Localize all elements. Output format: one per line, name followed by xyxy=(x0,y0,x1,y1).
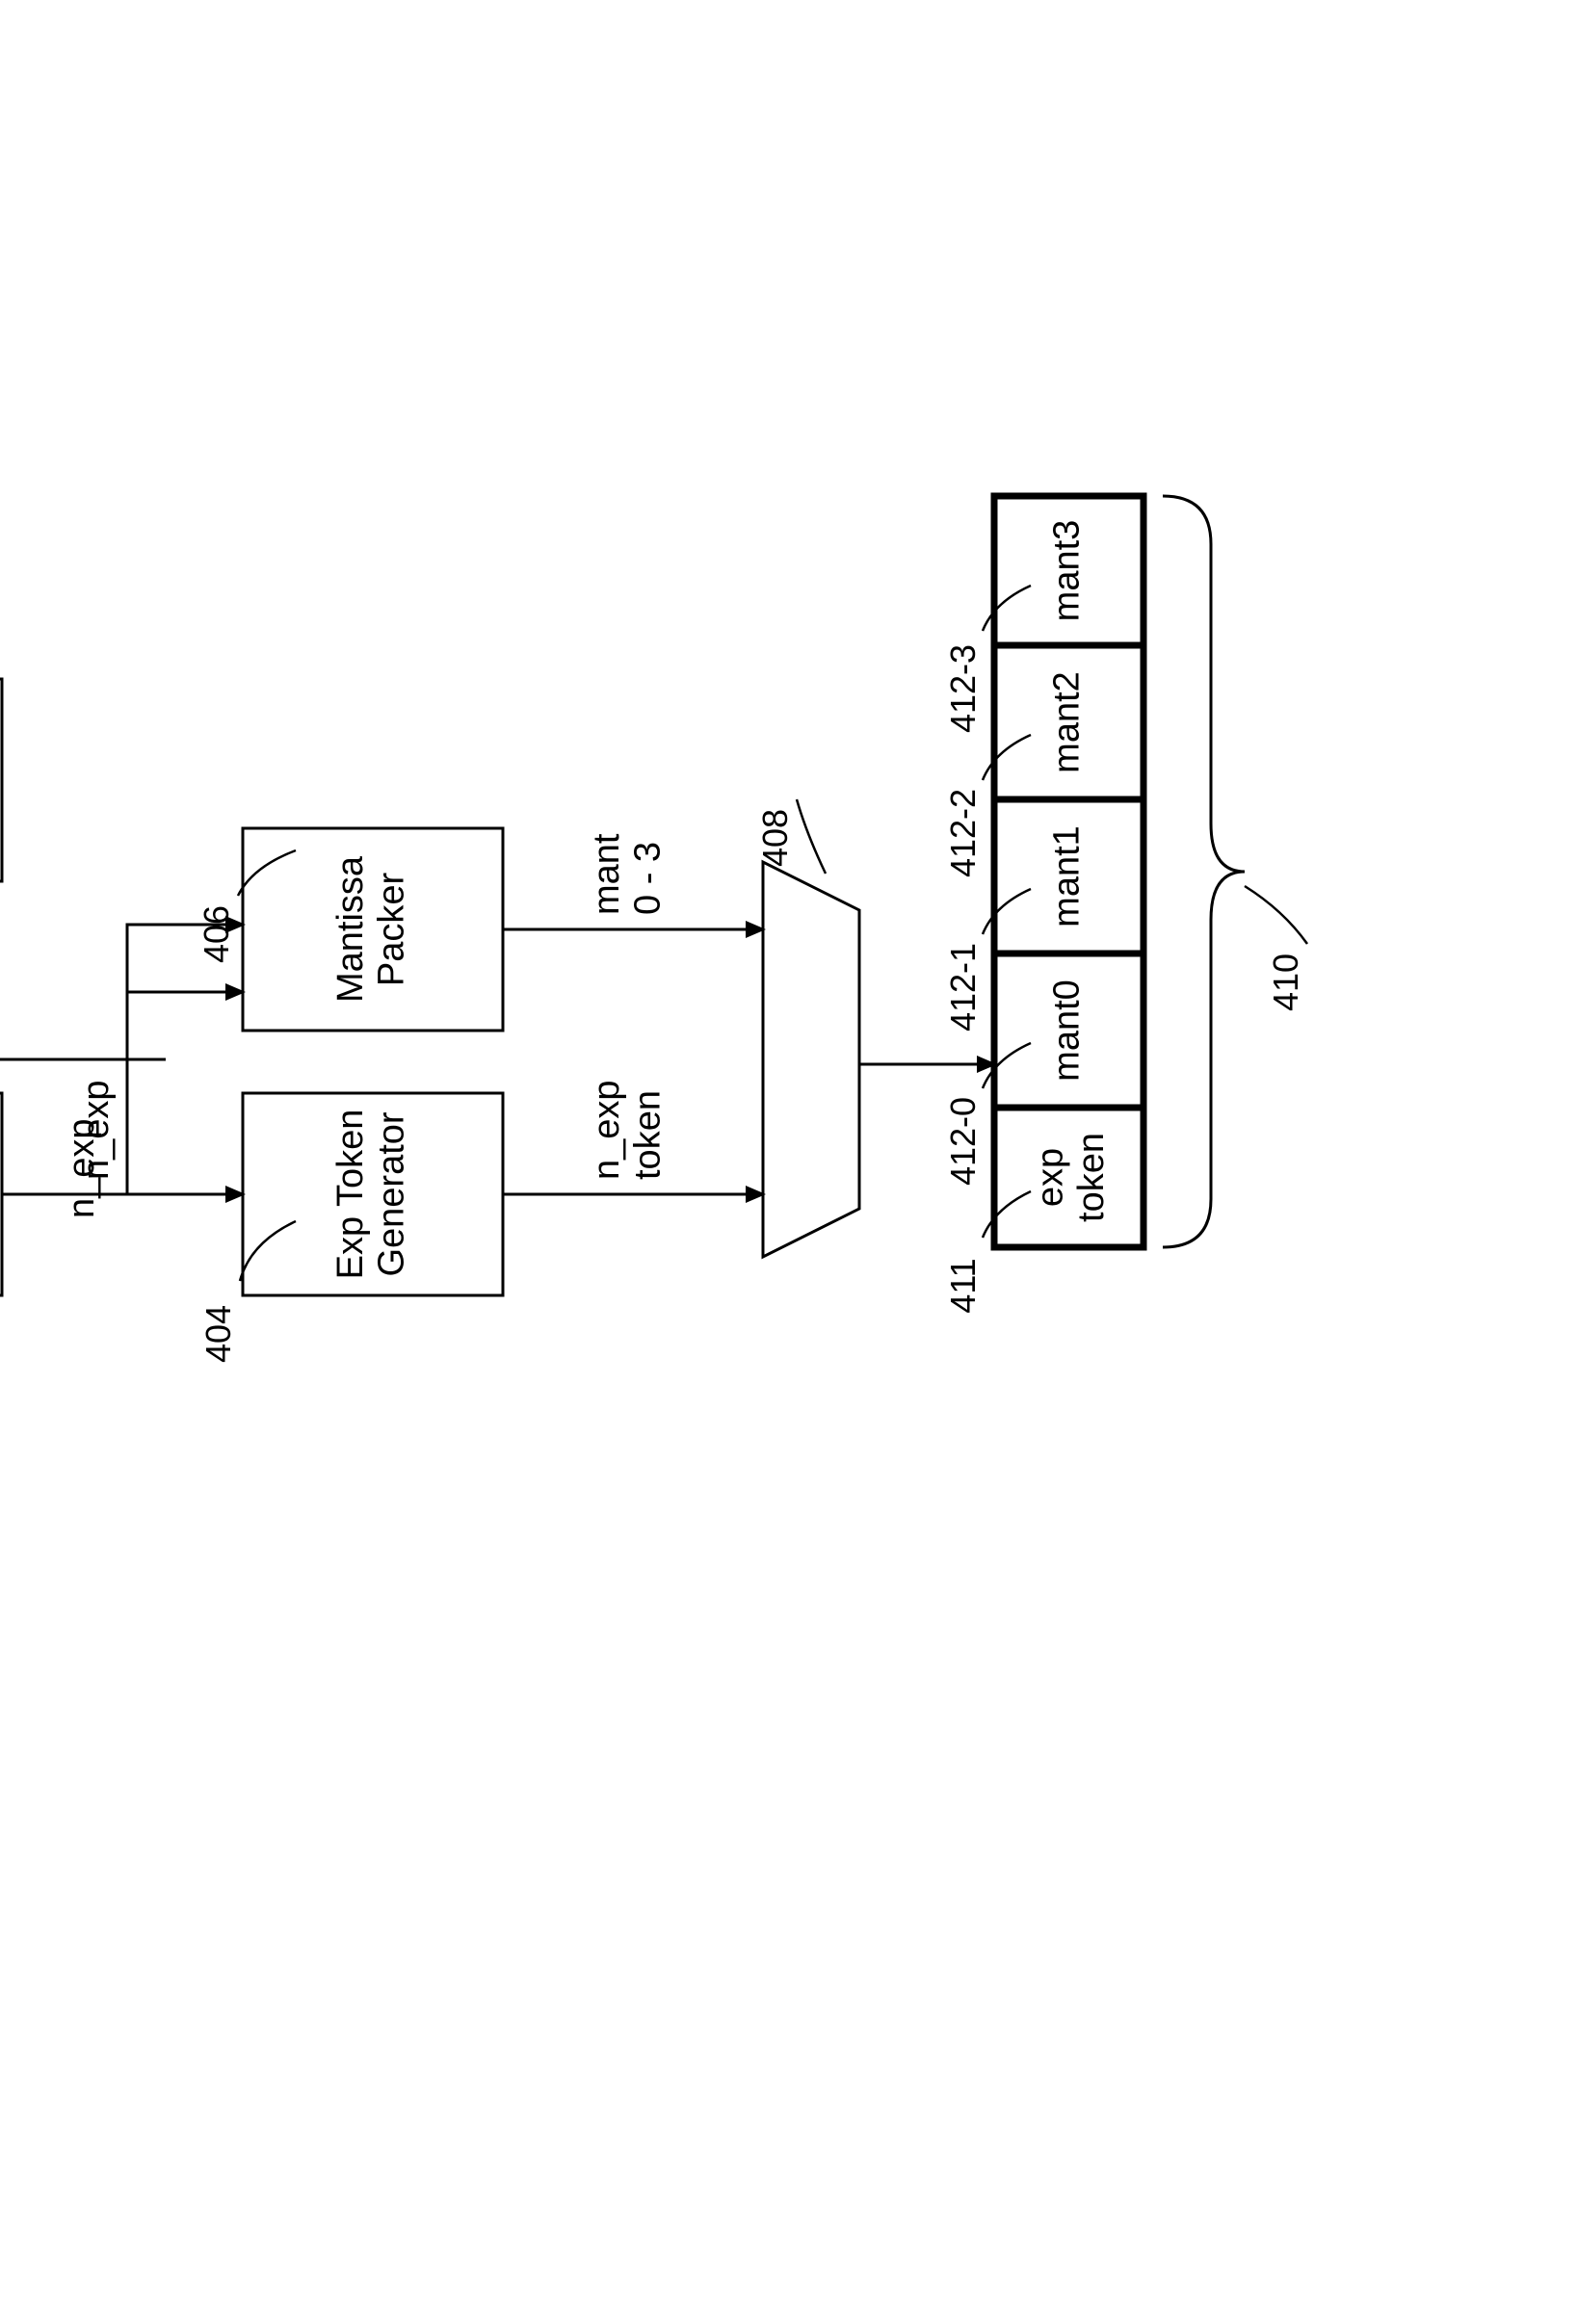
cell-ref-412-2: 412-2 xyxy=(943,789,983,877)
nexp-token-label: n_exptoken xyxy=(587,1080,669,1180)
ref-lead xyxy=(797,799,826,874)
ref-lead xyxy=(1245,886,1307,944)
exponent_calculator-box xyxy=(0,1093,2,1295)
mux-ref: 408 xyxy=(755,809,795,867)
exp_token_generator-label: Exp TokenGenerator xyxy=(330,1110,412,1280)
cell-ref-412-1: 412-1 xyxy=(943,943,983,1031)
output-cell-2-label: mant1 xyxy=(1047,825,1088,927)
exp_token_generator-ref: 404 xyxy=(198,1305,238,1363)
nexp-label: n_exp xyxy=(76,1080,117,1180)
output-brace xyxy=(1163,496,1245,1247)
mux-trapezoid xyxy=(763,862,859,1257)
output-cell-1-label: mant0 xyxy=(1047,979,1088,1082)
output-cell-4-label: mant3 xyxy=(1047,520,1088,622)
mantissa_packer-ref: 406 xyxy=(197,905,236,963)
mantissa_packer-label: MantissaPacker xyxy=(330,855,412,1003)
block_generator-box xyxy=(0,679,2,881)
cell-ref-412-3: 412-3 xyxy=(943,644,983,733)
mant03-label: mant0 - 3 xyxy=(587,833,669,915)
cell-ref-411: 411 xyxy=(943,1258,983,1313)
output-cell-3-label: mant2 xyxy=(1047,671,1088,773)
cell-ref-412-0: 412-0 xyxy=(943,1097,983,1186)
output-ref: 410 xyxy=(1266,953,1305,1011)
nexp-to-mantissa xyxy=(127,992,243,1194)
